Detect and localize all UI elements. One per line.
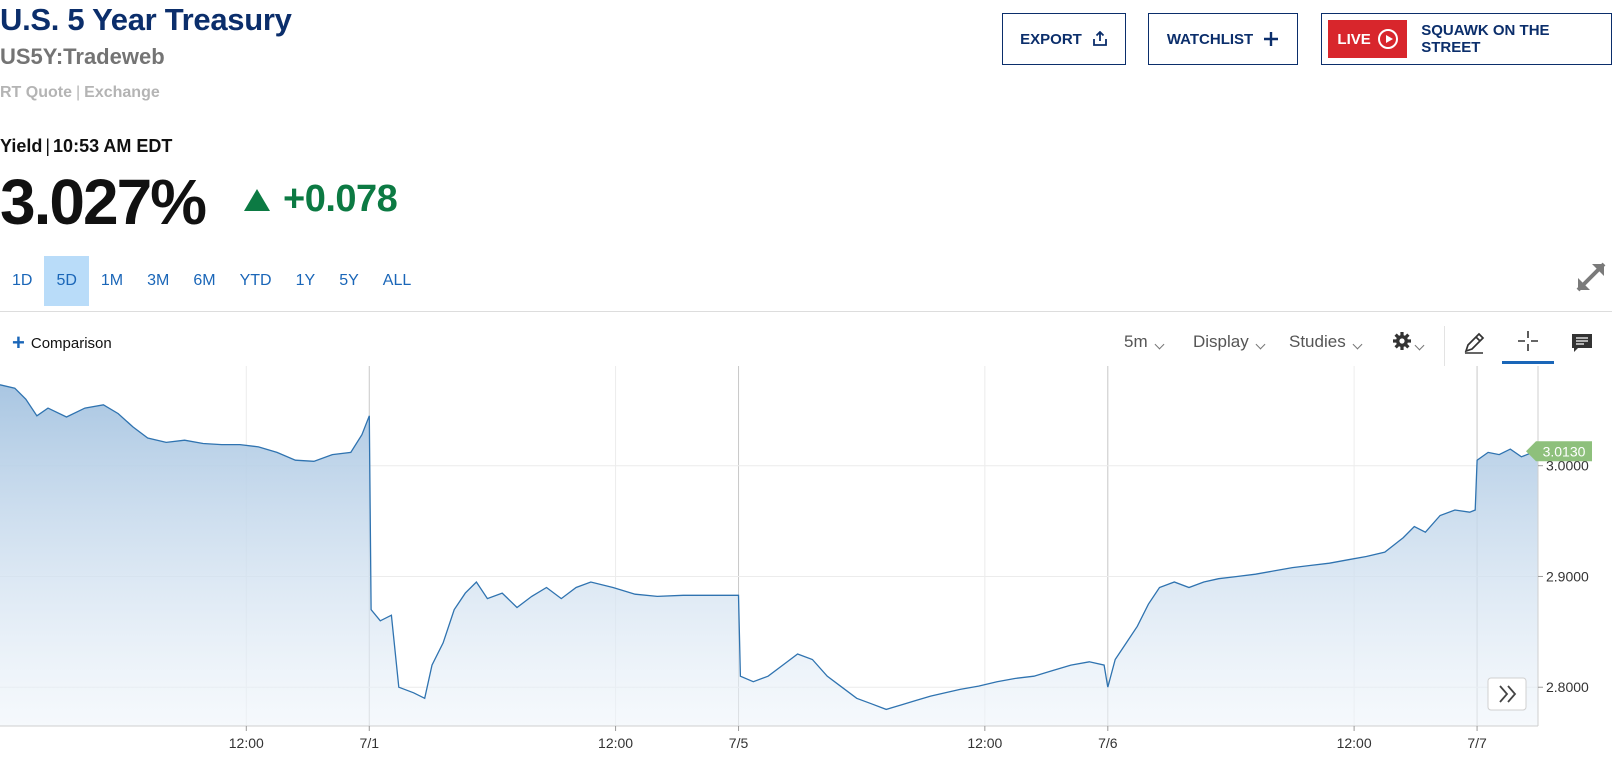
last-price: 3.027% [0, 166, 207, 238]
y-tick-label: 2.9000 [1546, 568, 1589, 584]
x-tick-label: 7/6 [1098, 735, 1118, 751]
chart-toolbar: + Comparison 5m Display Studies [0, 326, 1612, 368]
x-tick-label: 12:00 [229, 735, 264, 751]
crosshair-tool-button[interactable] [1502, 326, 1554, 364]
draw-tool-button[interactable] [1448, 326, 1500, 364]
play-icon [1377, 29, 1398, 49]
x-tick-label: 7/7 [1467, 735, 1487, 751]
yield-label: Yield [0, 136, 43, 156]
crosshair-icon [1516, 329, 1540, 358]
range-1d[interactable]: 1D [12, 272, 33, 289]
current-value-badge: 3.0130 [1526, 441, 1592, 462]
comparison-plus-icon: + [12, 330, 25, 355]
rt-quote-exchange: RT Quote | Exchange [0, 84, 160, 101]
export-label: EXPORT [1020, 30, 1082, 48]
comparison-button[interactable]: + Comparison [12, 330, 112, 355]
current-value-badge-shape [1526, 441, 1592, 462]
change-wrap: +0.078 [244, 178, 398, 221]
chevron-down-icon [1154, 339, 1165, 349]
range-1y[interactable]: 1Y [295, 272, 316, 289]
comment-icon [1570, 331, 1594, 360]
x-axis-ticks: 12:00 7/1 12:00 7/5 12:00 7/6 12:00 7/7 [229, 726, 1487, 751]
y-tick-label: 2.8000 [1546, 679, 1589, 695]
studies-dropdown[interactable]: Studies [1289, 332, 1363, 352]
share-icon [1092, 31, 1108, 47]
current-value-label: 3.0130 [1543, 443, 1586, 459]
x-tick-label: 7/5 [729, 735, 749, 751]
gear-icon [1392, 331, 1412, 356]
symbol-label: US5Y:Tradeweb [0, 44, 165, 69]
yield-area [0, 384, 1538, 726]
range-5y[interactable]: 5Y [339, 272, 359, 289]
range-selector: 1D 5D 1M 3M 6M YTD 1Y 5Y ALL [0, 256, 423, 306]
y-tick-label: 3.0000 [1546, 458, 1589, 474]
toolbar-separator [1444, 326, 1445, 366]
comment-tool-button[interactable] [1556, 326, 1608, 364]
range-ytd[interactable]: YTD [239, 272, 272, 289]
x-tick-label: 12:00 [1337, 735, 1372, 751]
range-1m[interactable]: 1M [100, 272, 124, 289]
yield-line [0, 384, 1539, 711]
squawk-label: SQUAWK ON THE STREET [1421, 22, 1550, 56]
live-label: LIVE [1337, 30, 1371, 48]
display-label: Display [1193, 332, 1249, 351]
price-change: +0.078 [283, 178, 398, 220]
display-dropdown[interactable]: Display [1193, 332, 1266, 352]
scroll-forward-button[interactable] [1487, 677, 1527, 711]
live-badge: LIVE [1328, 20, 1408, 58]
x-tick-label: 12:00 [598, 735, 633, 751]
range-5d[interactable]: 5D [44, 256, 89, 306]
range-all[interactable]: ALL [382, 272, 412, 289]
page-title: U.S. 5 Year Treasury [0, 2, 292, 37]
quote-time: 10:53 AM EDT [53, 136, 173, 156]
watchlist-button[interactable]: WATCHLIST [1148, 13, 1298, 65]
x-tick-label: 12:00 [967, 735, 1002, 751]
settings-dropdown[interactable] [1392, 331, 1425, 356]
export-button[interactable]: EXPORT [1002, 13, 1126, 65]
pencil-icon [1462, 331, 1486, 360]
y-axis-ticks: 3.0000 2.9000 2.8000 [1538, 458, 1589, 695]
yield-time-line: Yield | 10:53 AM EDT [0, 136, 173, 156]
chevron-down-icon [1352, 339, 1363, 349]
expand-icon[interactable] [1570, 256, 1612, 298]
scroll-forward-icon [1499, 685, 1517, 703]
range-6m[interactable]: 6M [193, 272, 216, 289]
chevron-down-icon [1414, 340, 1425, 351]
comparison-label: Comparison [30, 334, 112, 352]
plus-icon [1263, 31, 1279, 47]
exchange-label: Exchange [84, 84, 160, 101]
up-triangle-icon [244, 188, 270, 211]
range-3m[interactable]: 3M [147, 272, 170, 289]
squawk-live-button[interactable]: LIVE SQUAWK ON THE STREET [1321, 13, 1612, 65]
header-divider [0, 311, 1612, 312]
watchlist-label: WATCHLIST [1166, 30, 1254, 48]
rt-quote-label: RT Quote [0, 84, 72, 101]
x-tick-label: 7/1 [360, 735, 380, 751]
chevron-down-icon [1255, 339, 1266, 349]
studies-label: Studies [1289, 332, 1346, 351]
interval-dropdown[interactable]: 5m [1124, 332, 1165, 352]
interval-label: 5m [1124, 332, 1148, 351]
